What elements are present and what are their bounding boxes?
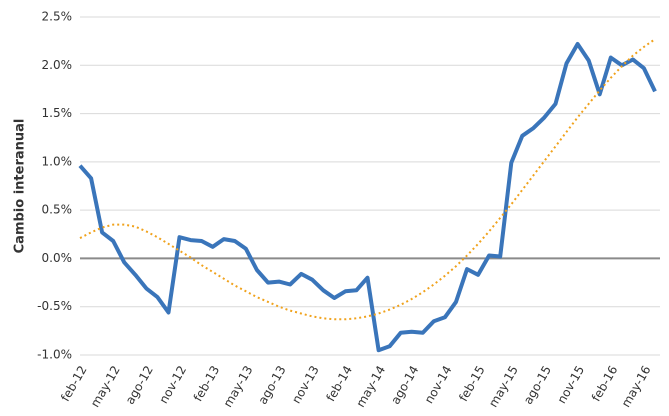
y-tick-label: -0.5% (37, 299, 72, 313)
x-tick-label: ago-12 (123, 363, 156, 406)
x-tick-label: nov-12 (156, 363, 189, 406)
x-tick-label: feb-13 (191, 363, 223, 404)
x-tick-label: may-15 (486, 363, 521, 409)
y-tick-label: 2.5% (42, 10, 73, 24)
y-tick-label: -1.0% (37, 348, 72, 362)
y-axis-title: Cambio interanual (13, 119, 28, 254)
y-tick-label: 1.0% (42, 154, 73, 168)
y-tick-label: 1.5% (42, 106, 73, 120)
x-tick-label: feb-16 (589, 363, 621, 404)
x-tick-label: may-13 (221, 363, 256, 409)
x-tick-label: nov-15 (554, 363, 587, 406)
x-tick-label: nov-13 (289, 363, 322, 406)
x-tick-label: may-16 (619, 363, 654, 409)
x-tick-label: ago-15 (521, 363, 554, 406)
x-tick-label: ago-13 (255, 363, 288, 406)
x-tick-label: feb-15 (456, 363, 488, 404)
y-tick-label: 0.5% (42, 203, 73, 217)
y-tick-label: 2.0% (42, 58, 73, 72)
x-tick-label: may-12 (88, 363, 123, 409)
series-line (78, 42, 657, 353)
x-tick-label: ago-14 (388, 363, 421, 406)
x-tick-label: feb-12 (58, 363, 90, 404)
x-tick-label: may-14 (353, 363, 388, 409)
x-tick-label: feb-14 (323, 363, 355, 404)
x-tick-label: nov-14 (422, 363, 455, 406)
y-tick-label: 0.0% (42, 251, 73, 265)
